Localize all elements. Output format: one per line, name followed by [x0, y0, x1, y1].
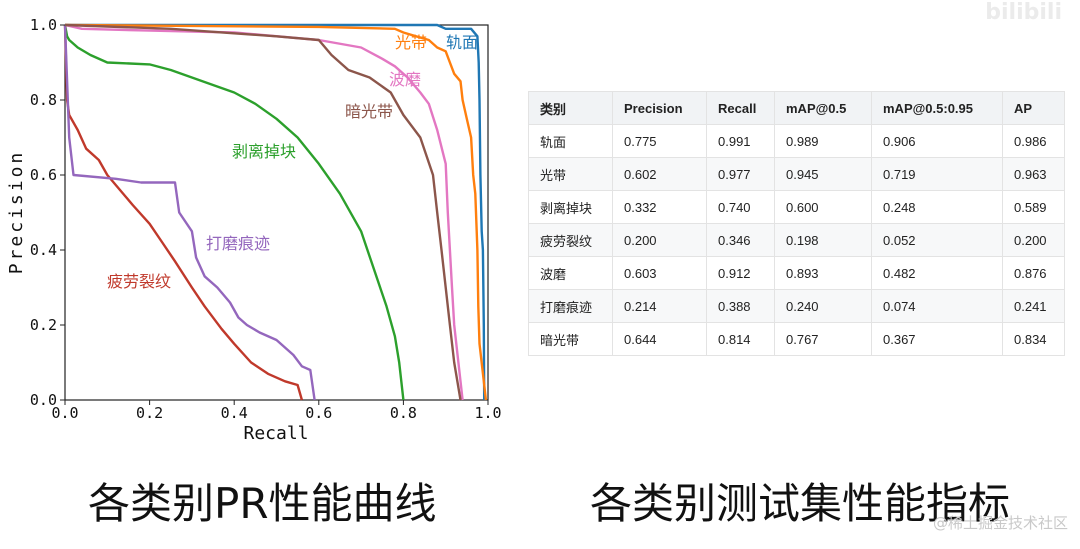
table-cell: 0.767 [774, 322, 872, 356]
x-axis-ticks: 0.0 0.2 0.4 0.6 0.8 1.0 [51, 400, 502, 422]
table-cell: 0.986 [1002, 124, 1065, 158]
table-cell: 剥离掉块 [528, 190, 613, 224]
series-label-2: 剥离掉块 [232, 142, 296, 161]
x-tick-label: 0.4 [221, 404, 248, 422]
x-tick-label: 0.8 [390, 404, 417, 422]
table-cell: 0.893 [774, 256, 872, 290]
table-header-cell: 类别 [528, 91, 613, 125]
table-cell: 0.602 [612, 157, 707, 191]
table-row: 剥离掉块 0.332 0.740 0.600 0.248 0.589 [528, 190, 1065, 224]
table-row: 打磨痕迹 0.214 0.388 0.240 0.074 0.241 [528, 289, 1065, 323]
table-cell: 0.603 [612, 256, 707, 290]
series-label-3: 疲劳裂纹 [107, 272, 171, 291]
right-caption: 各类别测试集性能指标 [590, 479, 1011, 528]
table-cell: 0.052 [871, 223, 1003, 257]
table-cell: 0.198 [774, 223, 872, 257]
table-cell: 0.945 [774, 157, 872, 191]
table-cell: 暗光带 [528, 322, 613, 356]
plot-frame [64, 24, 489, 401]
table-cell: 0.200 [612, 223, 707, 257]
table-header-cell: mAP@0.5 [774, 91, 872, 125]
series-line-3 [63, 24, 304, 401]
table-cell: 0.740 [706, 190, 775, 224]
table-row: 暗光带 0.644 0.814 0.767 0.367 0.834 [528, 322, 1065, 356]
y-tick-label: 0.8 [30, 91, 57, 109]
table-cell: 0.332 [612, 190, 707, 224]
series-label-0: 轨面 [446, 33, 478, 52]
series-layer [63, 23, 488, 401]
table-cell: 0.775 [612, 124, 707, 158]
y-axis-ticks: 0.0 0.2 0.4 0.6 0.8 1.0 [30, 16, 65, 409]
y-tick-label: 0.2 [30, 316, 57, 334]
table-cell: 波磨 [528, 256, 613, 290]
table-row: 光带 0.602 0.977 0.945 0.719 0.963 [528, 157, 1065, 191]
table-cell: 疲劳裂纹 [528, 223, 613, 257]
series-label-1: 光带 [395, 33, 427, 52]
series-label-4: 波磨 [389, 70, 421, 89]
table-cell: 0.991 [706, 124, 775, 158]
table-cell: 0.214 [612, 289, 707, 323]
table-cell: 光带 [528, 157, 613, 191]
table-header-cell: Recall [706, 91, 775, 125]
table-cell: 0.248 [871, 190, 1003, 224]
series-label-5: 打磨痕迹 [206, 234, 270, 253]
table-cell: 0.241 [1002, 289, 1065, 323]
y-tick-label: 0.4 [30, 241, 57, 259]
y-tick-label: 0.6 [30, 166, 57, 184]
table-cell: 0.482 [871, 256, 1003, 290]
table-cell: 0.963 [1002, 157, 1065, 191]
table-cell: 0.388 [706, 289, 775, 323]
table-cell: 0.600 [774, 190, 872, 224]
x-tick-label: 0.6 [305, 404, 332, 422]
table-cell: 轨面 [528, 124, 613, 158]
table-cell: 0.834 [1002, 322, 1065, 356]
table-cell: 打磨痕迹 [528, 289, 613, 323]
table-cell: 0.240 [774, 289, 872, 323]
table-header-cell: mAP@0.5:0.95 [871, 91, 1003, 125]
table-cell: 0.876 [1002, 256, 1065, 290]
table-cell: 0.589 [1002, 190, 1065, 224]
table-row: 波磨 0.603 0.912 0.893 0.482 0.876 [528, 256, 1065, 290]
table-cell: 0.719 [871, 157, 1003, 191]
left-caption: 各类别PR性能曲线 [88, 479, 437, 528]
table-header-cell: AP [1002, 91, 1065, 125]
table-cell: 0.814 [706, 322, 775, 356]
table-header-cell: Precision [612, 91, 707, 125]
table-cell: 0.644 [612, 322, 707, 356]
table-cell: 0.346 [706, 223, 775, 257]
y-tick-label: 0.0 [30, 391, 57, 409]
series-label-6: 暗光带 [345, 102, 393, 121]
series-line-1 [64, 23, 488, 401]
table-cell: 0.906 [871, 124, 1003, 158]
table-row: 疲劳裂纹 0.200 0.346 0.198 0.052 0.200 [528, 223, 1065, 257]
y-axis-label: Precision [6, 150, 27, 275]
table-row: 轨面 0.775 0.991 0.989 0.906 0.986 [528, 124, 1065, 158]
table-header-row: 类别 Precision Recall mAP@0.5 mAP@0.5:0.95 AP [528, 91, 1065, 125]
bilibili-watermark: bilibili [985, 0, 1062, 25]
table-cell: 0.367 [871, 322, 1003, 356]
series-line-5 [63, 24, 316, 401]
table-body: 轨面 0.775 0.991 0.989 0.906 0.986 光带 0.602 0.977 0… [528, 124, 1065, 356]
series-line-6 [64, 23, 462, 401]
series-line-0 [65, 23, 486, 401]
table-cell: 0.977 [706, 157, 775, 191]
table-cell: 0.912 [706, 256, 775, 290]
x-tick-label: 0.2 [136, 404, 163, 422]
x-tick-label: 0.0 [51, 404, 78, 422]
table-cell: 0.989 [774, 124, 872, 158]
table-cell: 0.200 [1002, 223, 1065, 257]
metrics-table: 类别 Precision Recall mAP@0.5 mAP@0.5:0.95 AP 轨… [528, 91, 1065, 356]
series-line-2 [63, 24, 405, 401]
x-tick-label: 1.0 [474, 404, 501, 422]
y-tick-label: 1.0 [30, 16, 57, 34]
table-cell: 0.074 [871, 289, 1003, 323]
juejin-watermark: @稀土掘金技术社区 [932, 514, 1068, 532]
x-axis-label: Recall [243, 423, 308, 444]
